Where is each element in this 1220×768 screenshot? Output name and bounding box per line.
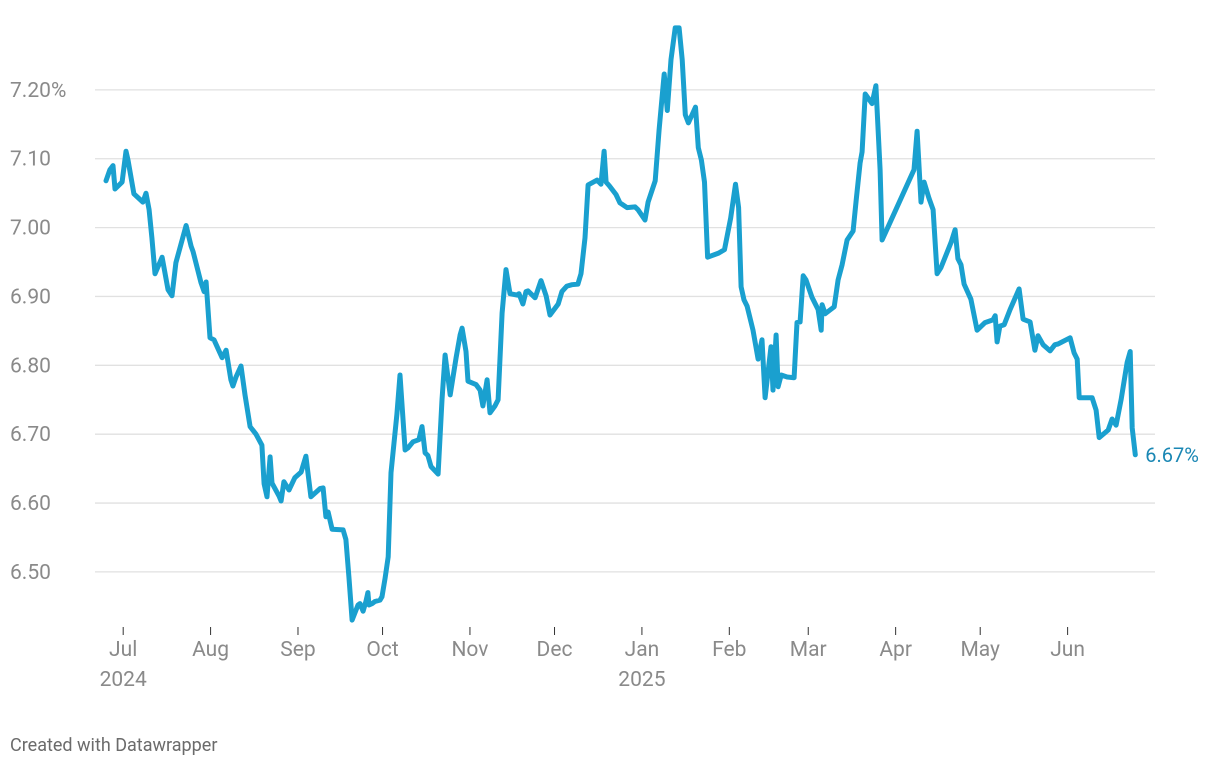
y-tick-label: 6.70 [10,423,51,447]
x-tick-label: Dec [537,638,573,662]
line [103,25,1138,623]
y-tick-label: 7.10 [10,148,51,172]
x-tick-label: Jul [109,638,137,662]
x-tick-label: May [960,638,1000,662]
x-tick-label: Sep [280,638,315,662]
x-tick-label: Nov [451,638,488,662]
x-tick-label: Aug [192,638,229,662]
end-label: 6.67% [1145,443,1199,467]
credit: Created with Datawrapper [10,735,217,756]
x-tick-label: Mar [790,638,827,662]
x-tick-label: Oct [366,638,398,662]
x-tick-label: Apr [879,638,912,662]
y-tick-label: 6.90 [10,285,51,309]
x-year-label: 2025 [618,668,665,692]
y-tick-label: 6.60 [10,492,51,516]
y-tick-label: 7.20% [10,79,66,103]
y-tick-label: 7.00 [10,217,51,241]
x-tick-label: Jun [1050,638,1085,662]
x-tick-label: Jan [625,638,660,662]
x-year-label: 2024 [100,668,147,692]
x-tick-label: Feb [712,638,746,662]
y-tick-label: 6.80 [10,354,51,378]
y-tick-label: 6.50 [10,561,51,585]
